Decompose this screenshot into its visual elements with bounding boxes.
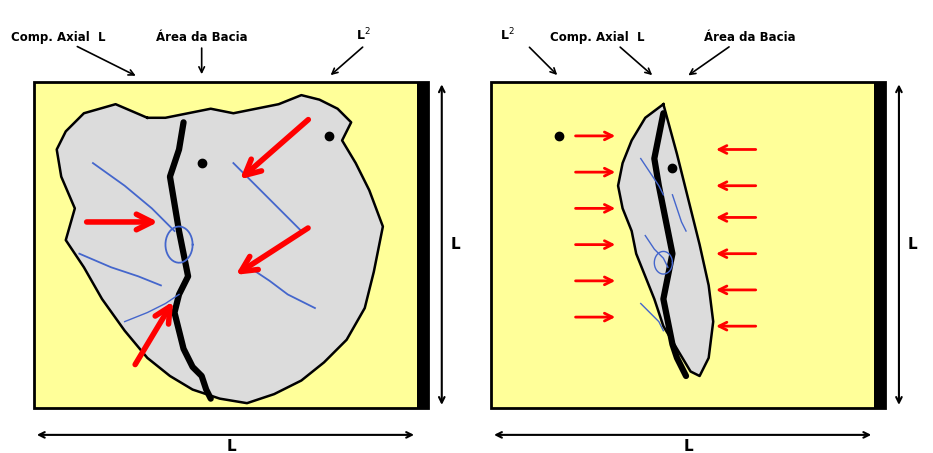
- Text: Área da Bacia: Área da Bacia: [704, 31, 796, 44]
- Text: $\mathbf{L}^2$: $\mathbf{L}^2$: [355, 27, 370, 44]
- Text: $\mathbf{L}^2$: $\mathbf{L}^2$: [500, 27, 515, 44]
- Text: Comp. Axial  L: Comp. Axial L: [550, 31, 645, 44]
- Polygon shape: [57, 95, 383, 403]
- Text: L: L: [451, 237, 460, 252]
- Bar: [492, 82, 885, 408]
- Bar: [35, 82, 428, 408]
- Text: Área da Bacia: Área da Bacia: [157, 31, 248, 44]
- Bar: [417, 82, 428, 408]
- Text: Comp. Axial  L: Comp. Axial L: [11, 31, 106, 44]
- Text: L: L: [227, 439, 236, 453]
- Polygon shape: [618, 104, 713, 376]
- Text: L: L: [684, 439, 693, 453]
- Bar: [874, 82, 885, 408]
- Text: L: L: [908, 237, 917, 252]
